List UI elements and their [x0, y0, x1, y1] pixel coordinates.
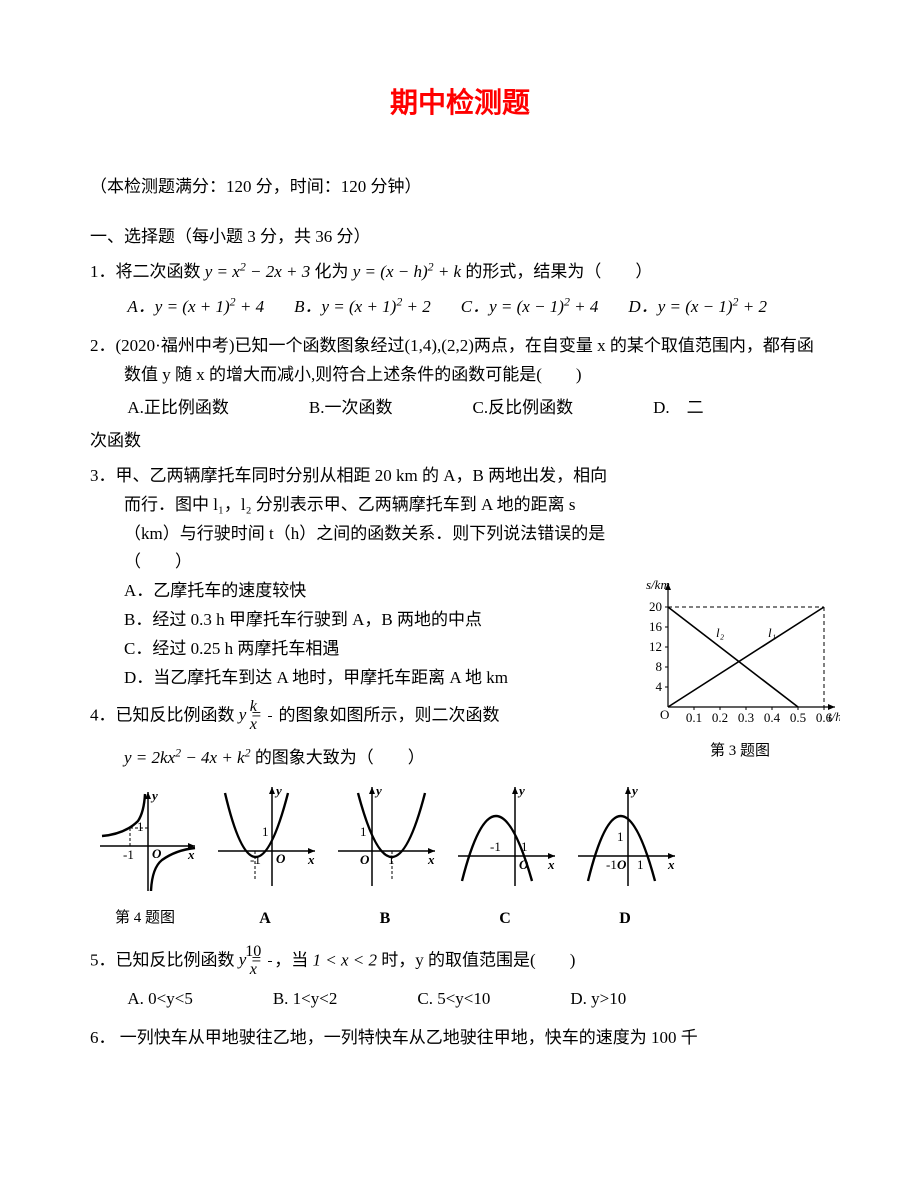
svg-text:O: O — [276, 851, 286, 866]
svg-text:-1: -1 — [490, 839, 501, 854]
q2-opt-c: C.反比例函数 — [473, 394, 574, 423]
q4-label-d: D — [570, 905, 680, 932]
svg-text:1: 1 — [137, 819, 144, 834]
q1-text-c: 的形式，结果为（ ） — [461, 262, 652, 281]
q4-text1: 已知反比例函数 — [116, 705, 239, 724]
svg-text:y: y — [630, 783, 638, 798]
exam-info: （本检测题满分：120 分，时间：120 分钟） — [90, 173, 830, 202]
q1-opt-c: C．y = (x − 1)2 + 4 — [461, 293, 599, 322]
q2-opt-b: B.一次函数 — [309, 394, 393, 423]
question-6: 6． 一列快车从甲地驶往乙地，一列特快车从乙地驶往甲地，快车的速度为 100 千 — [90, 1024, 830, 1053]
svg-text:-1: -1 — [123, 847, 134, 862]
q4-opt-d-graph: y x O -1 1 1 D — [570, 781, 680, 932]
q1-formula-2: y = (x − h)2 + k — [353, 262, 461, 281]
q2-num: 2． — [90, 336, 116, 355]
q4-line2b: 的图象大致为（ ） — [251, 748, 425, 767]
svg-text:O: O — [617, 857, 627, 872]
page-title: 期中检测题 — [90, 80, 830, 128]
q5-num: 5． — [90, 950, 116, 969]
svg-text:1: 1 — [617, 829, 624, 844]
q2-prefix: (2020·福州中考) — [116, 336, 235, 355]
svg-text:1: 1 — [388, 852, 395, 867]
q4-opt-a-graph: y x O -1 1 A — [210, 781, 320, 932]
q3-opt-a: A．乙摩托车的速度较快 — [90, 577, 620, 606]
q5-opt-a: A. 0<y<5 — [127, 985, 192, 1014]
q3-opt-c: C．经过 0.25 h 两摩托车相遇 — [90, 635, 620, 664]
svg-text:8: 8 — [656, 659, 663, 674]
q5-frac: y = 10x — [239, 950, 275, 969]
question-5: 5．已知反比例函数 y = 10x，当 1 < x < 2 时，y 的取值范围是… — [90, 944, 830, 1014]
q1-text-b: 化为 — [310, 262, 353, 281]
q3-opt-d: D．当乙摩托车到达 A 地时，甲摩托车距离 A 地 km — [90, 664, 620, 693]
svg-text:1: 1 — [360, 824, 367, 839]
q4-text2: 的图象如图所示，则二次函数 — [274, 705, 499, 724]
q4-line2: y = 2kx2 − 4x + k2 — [124, 748, 251, 767]
q2-opt-d-pre: D. 二 — [653, 394, 704, 423]
q4-label-a: A — [210, 905, 320, 932]
q1-num: 1． — [90, 262, 116, 281]
q2-opt-a: A.正比例函数 — [127, 394, 229, 423]
svg-text:x: x — [427, 852, 435, 867]
svg-text:s/km: s/km — [646, 577, 670, 592]
svg-text:x: x — [667, 857, 675, 872]
svg-text:-1: -1 — [606, 857, 617, 872]
q4-frac: y = kx — [239, 705, 275, 724]
svg-text:20: 20 — [649, 599, 662, 614]
q5-opt-d: D. y>10 — [570, 985, 626, 1014]
question-4: 4．已知反比例函数 y = kx 的图象如图所示，则二次函数 y = 2kx2 … — [90, 699, 830, 932]
svg-text:x: x — [547, 857, 555, 872]
q3-text: 甲、乙两辆摩托车同时分别从相距 20 km 的 A，B 两地出发，相向而行．图中… — [116, 466, 608, 572]
q1-opt-d: D．y = (x − 1)2 + 2 — [628, 293, 767, 322]
q4-label-b: B — [330, 905, 440, 932]
q2-opt-d-post: 次函数 — [90, 427, 830, 456]
q5-text2: ，当 1 < x < 2 时，y 的取值范围是( ) — [274, 950, 575, 969]
q3-num: 3． — [90, 466, 116, 485]
svg-text:x: x — [307, 852, 315, 867]
q5-opt-c: C. 5<y<10 — [417, 985, 490, 1014]
q5-opt-b: B. 1<y<2 — [273, 985, 338, 1014]
q4-label-c: C — [450, 905, 560, 932]
svg-text:12: 12 — [649, 639, 662, 654]
svg-text:4: 4 — [656, 679, 663, 694]
svg-text:y: y — [517, 783, 525, 798]
q6-text: 一列快车从甲地驶往乙地，一列特快车从乙地驶往甲地，快车的速度为 100 千 — [116, 1028, 698, 1047]
q4-caption: 第 4 题图 — [90, 906, 200, 932]
svg-text:y: y — [274, 783, 282, 798]
q1-opt-b: B．y = (x + 1)2 + 2 — [294, 293, 431, 322]
q4-ref-graph: y x O -1 1 第 4 题图 — [90, 786, 200, 931]
question-1: 1．将二次函数 y = x2 − 2x + 3 化为 y = (x − h)2 … — [90, 258, 830, 322]
section-1-heading: 一、选择题（每小题 3 分，共 36 分） — [90, 223, 830, 252]
q1-opt-a: A．y = (x + 1)2 + 4 — [127, 293, 264, 322]
svg-text:-1: -1 — [250, 852, 261, 867]
svg-text:O: O — [152, 846, 162, 861]
question-3: 3．甲、乙两辆摩托车同时分别从相距 20 km 的 A，B 两地出发，相向而行．… — [90, 462, 830, 693]
svg-text:y: y — [374, 783, 382, 798]
q5-text1: 已知反比例函数 — [116, 950, 239, 969]
svg-text:16: 16 — [649, 619, 663, 634]
svg-text:y: y — [150, 788, 158, 803]
q4-num: 4． — [90, 705, 116, 724]
svg-text:1: 1 — [637, 857, 644, 872]
q4-opt-b-graph: y x O 1 1 B — [330, 781, 440, 932]
svg-text:O: O — [360, 852, 370, 867]
svg-text:l₁: l₁ — [768, 625, 776, 640]
q4-graphs: y x O -1 1 第 4 题图 y x — [90, 781, 830, 932]
q6-num: 6． — [90, 1028, 116, 1047]
question-2: 2．(2020·福州中考)已知一个函数图象经过(1,4),(2,2)两点，在自变… — [90, 332, 830, 456]
q3-opt-b: B．经过 0.3 h 甲摩托车行驶到 A，B 两地的中点 — [90, 606, 620, 635]
q1-text-a: 将二次函数 — [116, 262, 205, 281]
q4-opt-c-graph: y x O -1 1 C — [450, 781, 560, 932]
svg-text:1: 1 — [262, 824, 269, 839]
svg-text:l₂: l₂ — [716, 625, 725, 640]
q1-formula-1: y = x2 − 2x + 3 — [205, 262, 311, 281]
